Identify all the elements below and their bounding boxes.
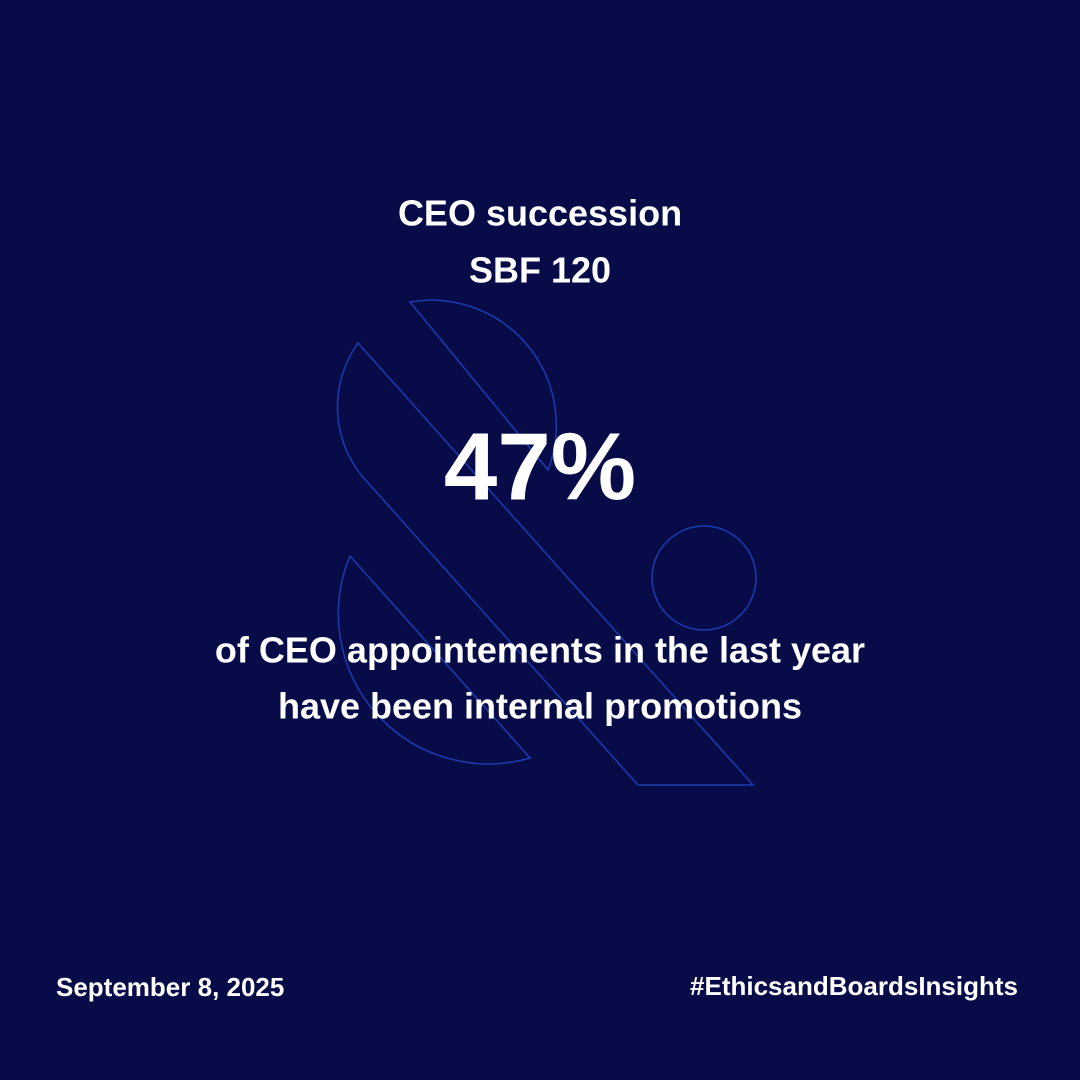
- date: September 8, 2025: [56, 972, 284, 1002]
- hashtag: #EthicsandBoardsInsights: [690, 971, 1018, 1001]
- title-line: SBF 120: [469, 250, 611, 291]
- stat-description: of CEO appointements in the last year: [215, 630, 865, 671]
- title-line: CEO succession: [398, 193, 682, 234]
- deco-bottom-shape: [337, 554, 532, 765]
- deco-circle: [651, 525, 757, 631]
- deco-band-shape: [336, 341, 755, 786]
- deco-top-shape: [408, 299, 558, 472]
- stat-value: 47%: [444, 413, 636, 520]
- stat-description: have been internal promotions: [278, 686, 802, 727]
- ampersand-decoration: [336, 299, 757, 786]
